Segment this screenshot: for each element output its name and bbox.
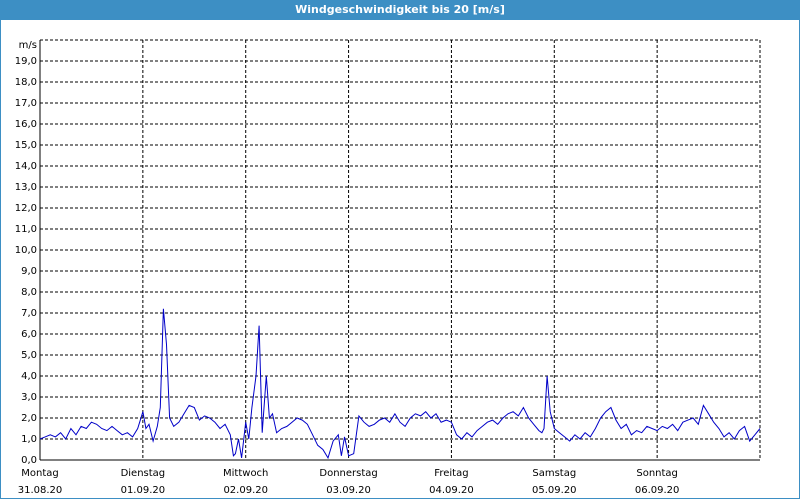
x-tick-date: 31.08.20: [18, 485, 63, 496]
x-tick-day: Samstag: [532, 468, 576, 479]
wind-speed-line: [39, 308, 761, 460]
x-tick-date: 04.09.20: [429, 485, 474, 496]
y-axis-unit: m/s: [19, 40, 37, 51]
y-tick-label: 1,0: [21, 434, 37, 445]
y-tick-label: 4,0: [21, 371, 37, 382]
y-tick-label: 16,0: [15, 119, 37, 130]
x-tick-day: Montag: [21, 468, 58, 479]
x-tick-date: 01.09.20: [121, 485, 166, 496]
y-tick-label: 0,0: [21, 455, 37, 466]
y-tick-label: 18,0: [15, 77, 37, 88]
x-tick-day: Freitag: [434, 468, 468, 479]
y-tick-label: 8,0: [21, 287, 37, 298]
y-tick-label: 14,0: [15, 161, 37, 172]
y-tick-label: 19,0: [15, 56, 37, 67]
y-tick-label: 12,0: [15, 203, 37, 214]
chart-title: Windgeschwindigkeit bis 20 [m/s]: [0, 0, 800, 20]
x-tick-date: 02.09.20: [223, 485, 268, 496]
y-tick-label: 17,0: [15, 98, 37, 109]
x-tick-day: Donnerstag: [319, 468, 377, 479]
x-tick-date: 03.09.20: [326, 485, 371, 496]
x-tick-day: Dienstag: [121, 468, 166, 479]
y-tick-label: 10,0: [15, 245, 37, 256]
y-tick-label: 2,0: [21, 413, 37, 424]
y-tick-label: 11,0: [15, 224, 37, 235]
y-tick-label: 15,0: [15, 140, 37, 151]
x-tick-date: 05.09.20: [532, 485, 577, 496]
y-tick-label: 3,0: [21, 392, 37, 403]
y-tick-label: 9,0: [21, 266, 37, 277]
y-tick-label: 5,0: [21, 350, 37, 361]
x-tick-day: Mittwoch: [223, 468, 268, 479]
y-tick-label: 6,0: [21, 329, 37, 340]
x-tick-day: Sonntag: [636, 468, 678, 479]
x-tick-date: 06.09.20: [635, 485, 680, 496]
y-tick-label: 7,0: [21, 308, 37, 319]
y-tick-label: 13,0: [15, 182, 37, 193]
